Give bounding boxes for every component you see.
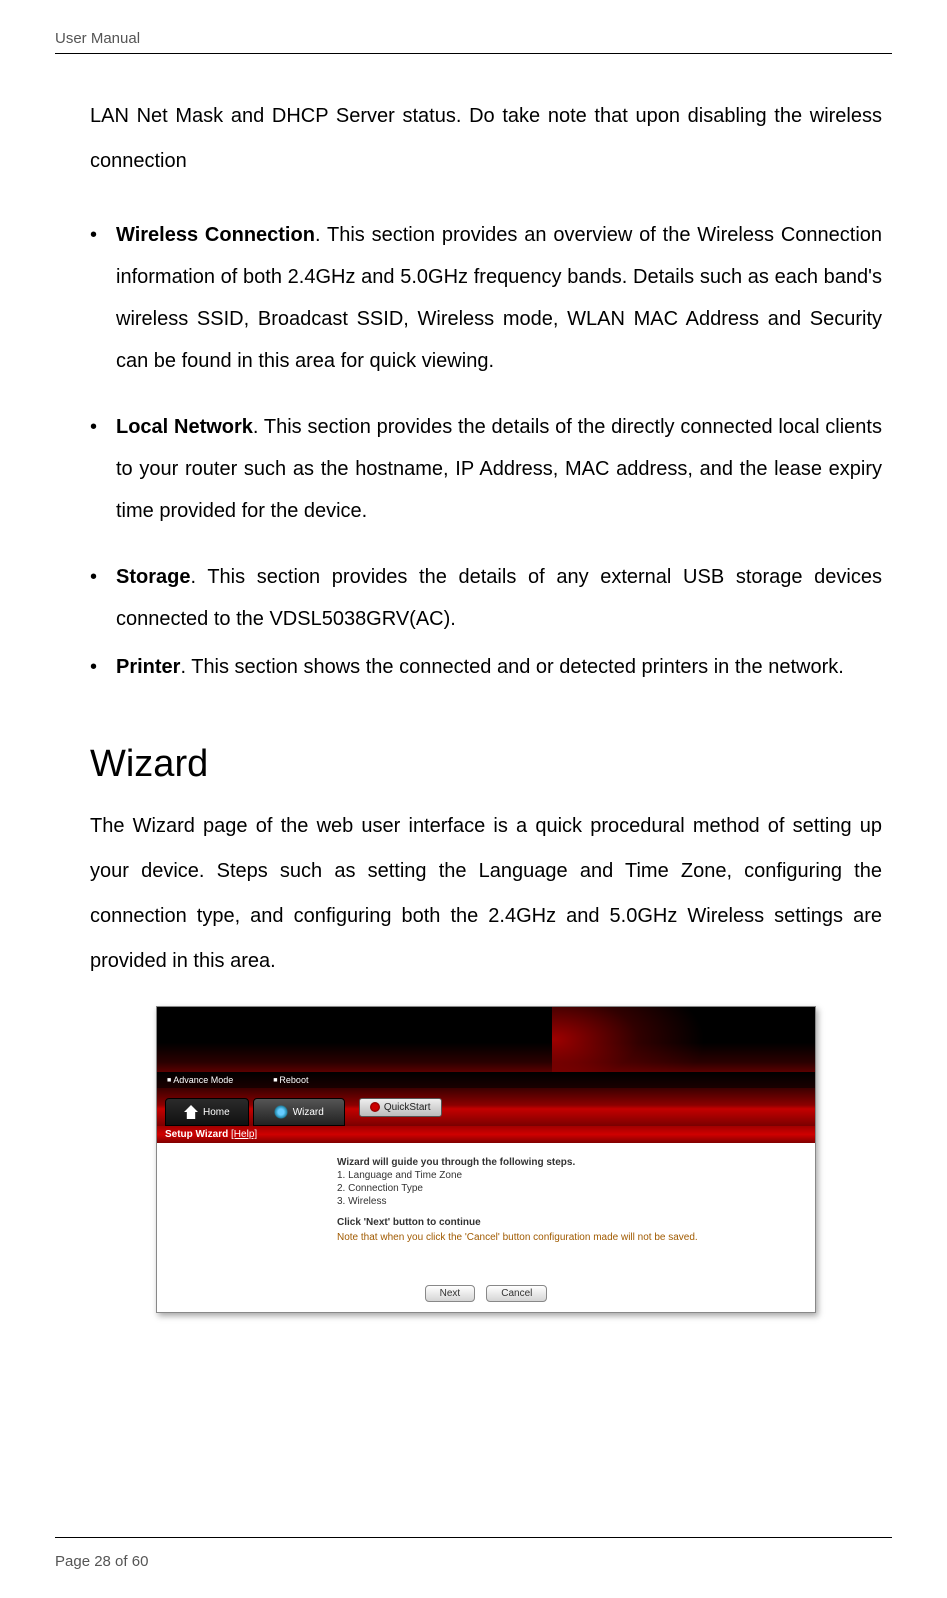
- tab-home-label: Home: [203, 1107, 230, 1118]
- bullet-wireless: Wireless Connection. This section provid…: [116, 214, 882, 382]
- bullet-local-network: Local Network. This section provides the…: [116, 406, 882, 532]
- bullet-text: . This section provides an overview of t…: [116, 224, 882, 372]
- tab-home[interactable]: Home: [165, 1098, 249, 1126]
- header-rule: [55, 53, 892, 54]
- tab-wizard-label: Wizard: [293, 1107, 324, 1118]
- wizard-heading: Wizard: [90, 743, 882, 786]
- router-screenshot: Advance Mode Reboot Home Wizard QuickSta…: [156, 1006, 816, 1313]
- wizard-body: Wizard will guide you through the follow…: [157, 1143, 815, 1283]
- advance-mode-link[interactable]: Advance Mode: [167, 1075, 233, 1085]
- wizard-note: Note that when you click the 'Cancel' bu…: [337, 1232, 805, 1243]
- page-of: of 60: [111, 1553, 149, 1570]
- router-tabs: Home Wizard QuickStart: [157, 1088, 815, 1126]
- page-footer: Page 28 of 60: [55, 1553, 148, 1570]
- bullet-storage: Storage. This section provides the detai…: [116, 556, 882, 640]
- banner-swoosh: [552, 1007, 914, 1072]
- header-label: User Manual: [55, 30, 892, 47]
- wizard-lead: Wizard will guide you through the follow…: [337, 1157, 805, 1168]
- section-title: Setup Wizard: [165, 1129, 228, 1140]
- bullet-text: . This section shows the connected and o…: [180, 656, 843, 678]
- wizard-step-3: 3. Wireless: [337, 1196, 805, 1207]
- wizard-step-2: 2. Connection Type: [337, 1183, 805, 1194]
- wizard-button-row: Next Cancel: [157, 1283, 815, 1312]
- setup-wizard-section-header: Setup Wizard [Help]: [157, 1126, 815, 1143]
- bullet-text: . This section provides the details of a…: [116, 566, 882, 630]
- wizard-intro: The Wizard page of the web user interfac…: [90, 804, 882, 984]
- wizard-continue: Click 'Next' button to continue: [337, 1217, 805, 1228]
- bullet-title: Local Network: [116, 416, 253, 438]
- page-prefix: Page: [55, 1553, 94, 1570]
- bullet-title: Storage: [116, 566, 190, 588]
- quickstart-button[interactable]: QuickStart: [359, 1098, 442, 1117]
- cancel-button[interactable]: Cancel: [486, 1285, 547, 1302]
- bullet-title: Printer: [116, 656, 180, 678]
- bullet-printer: Printer. This section shows the connecte…: [116, 646, 882, 688]
- footer-rule: [55, 1537, 892, 1538]
- intro-fragment: LAN Net Mask and DHCP Server status. Do …: [90, 94, 882, 184]
- help-link[interactable]: [Help]: [231, 1129, 257, 1140]
- reboot-link[interactable]: Reboot: [273, 1075, 308, 1085]
- home-icon: [184, 1105, 198, 1119]
- wizard-icon: [274, 1105, 288, 1119]
- wizard-step-1: 1. Language and Time Zone: [337, 1170, 805, 1181]
- next-button[interactable]: Next: [425, 1285, 476, 1302]
- bullet-title: Wireless Connection: [116, 224, 315, 246]
- quickstart-label: QuickStart: [384, 1102, 431, 1113]
- router-modebar: Advance Mode Reboot: [157, 1072, 815, 1088]
- page-content: LAN Net Mask and DHCP Server status. Do …: [55, 94, 892, 1313]
- page-current: 28: [94, 1553, 111, 1570]
- bullet-list: Wireless Connection. This section provid…: [90, 214, 882, 688]
- router-banner: [157, 1007, 815, 1072]
- tab-wizard[interactable]: Wizard: [253, 1098, 345, 1126]
